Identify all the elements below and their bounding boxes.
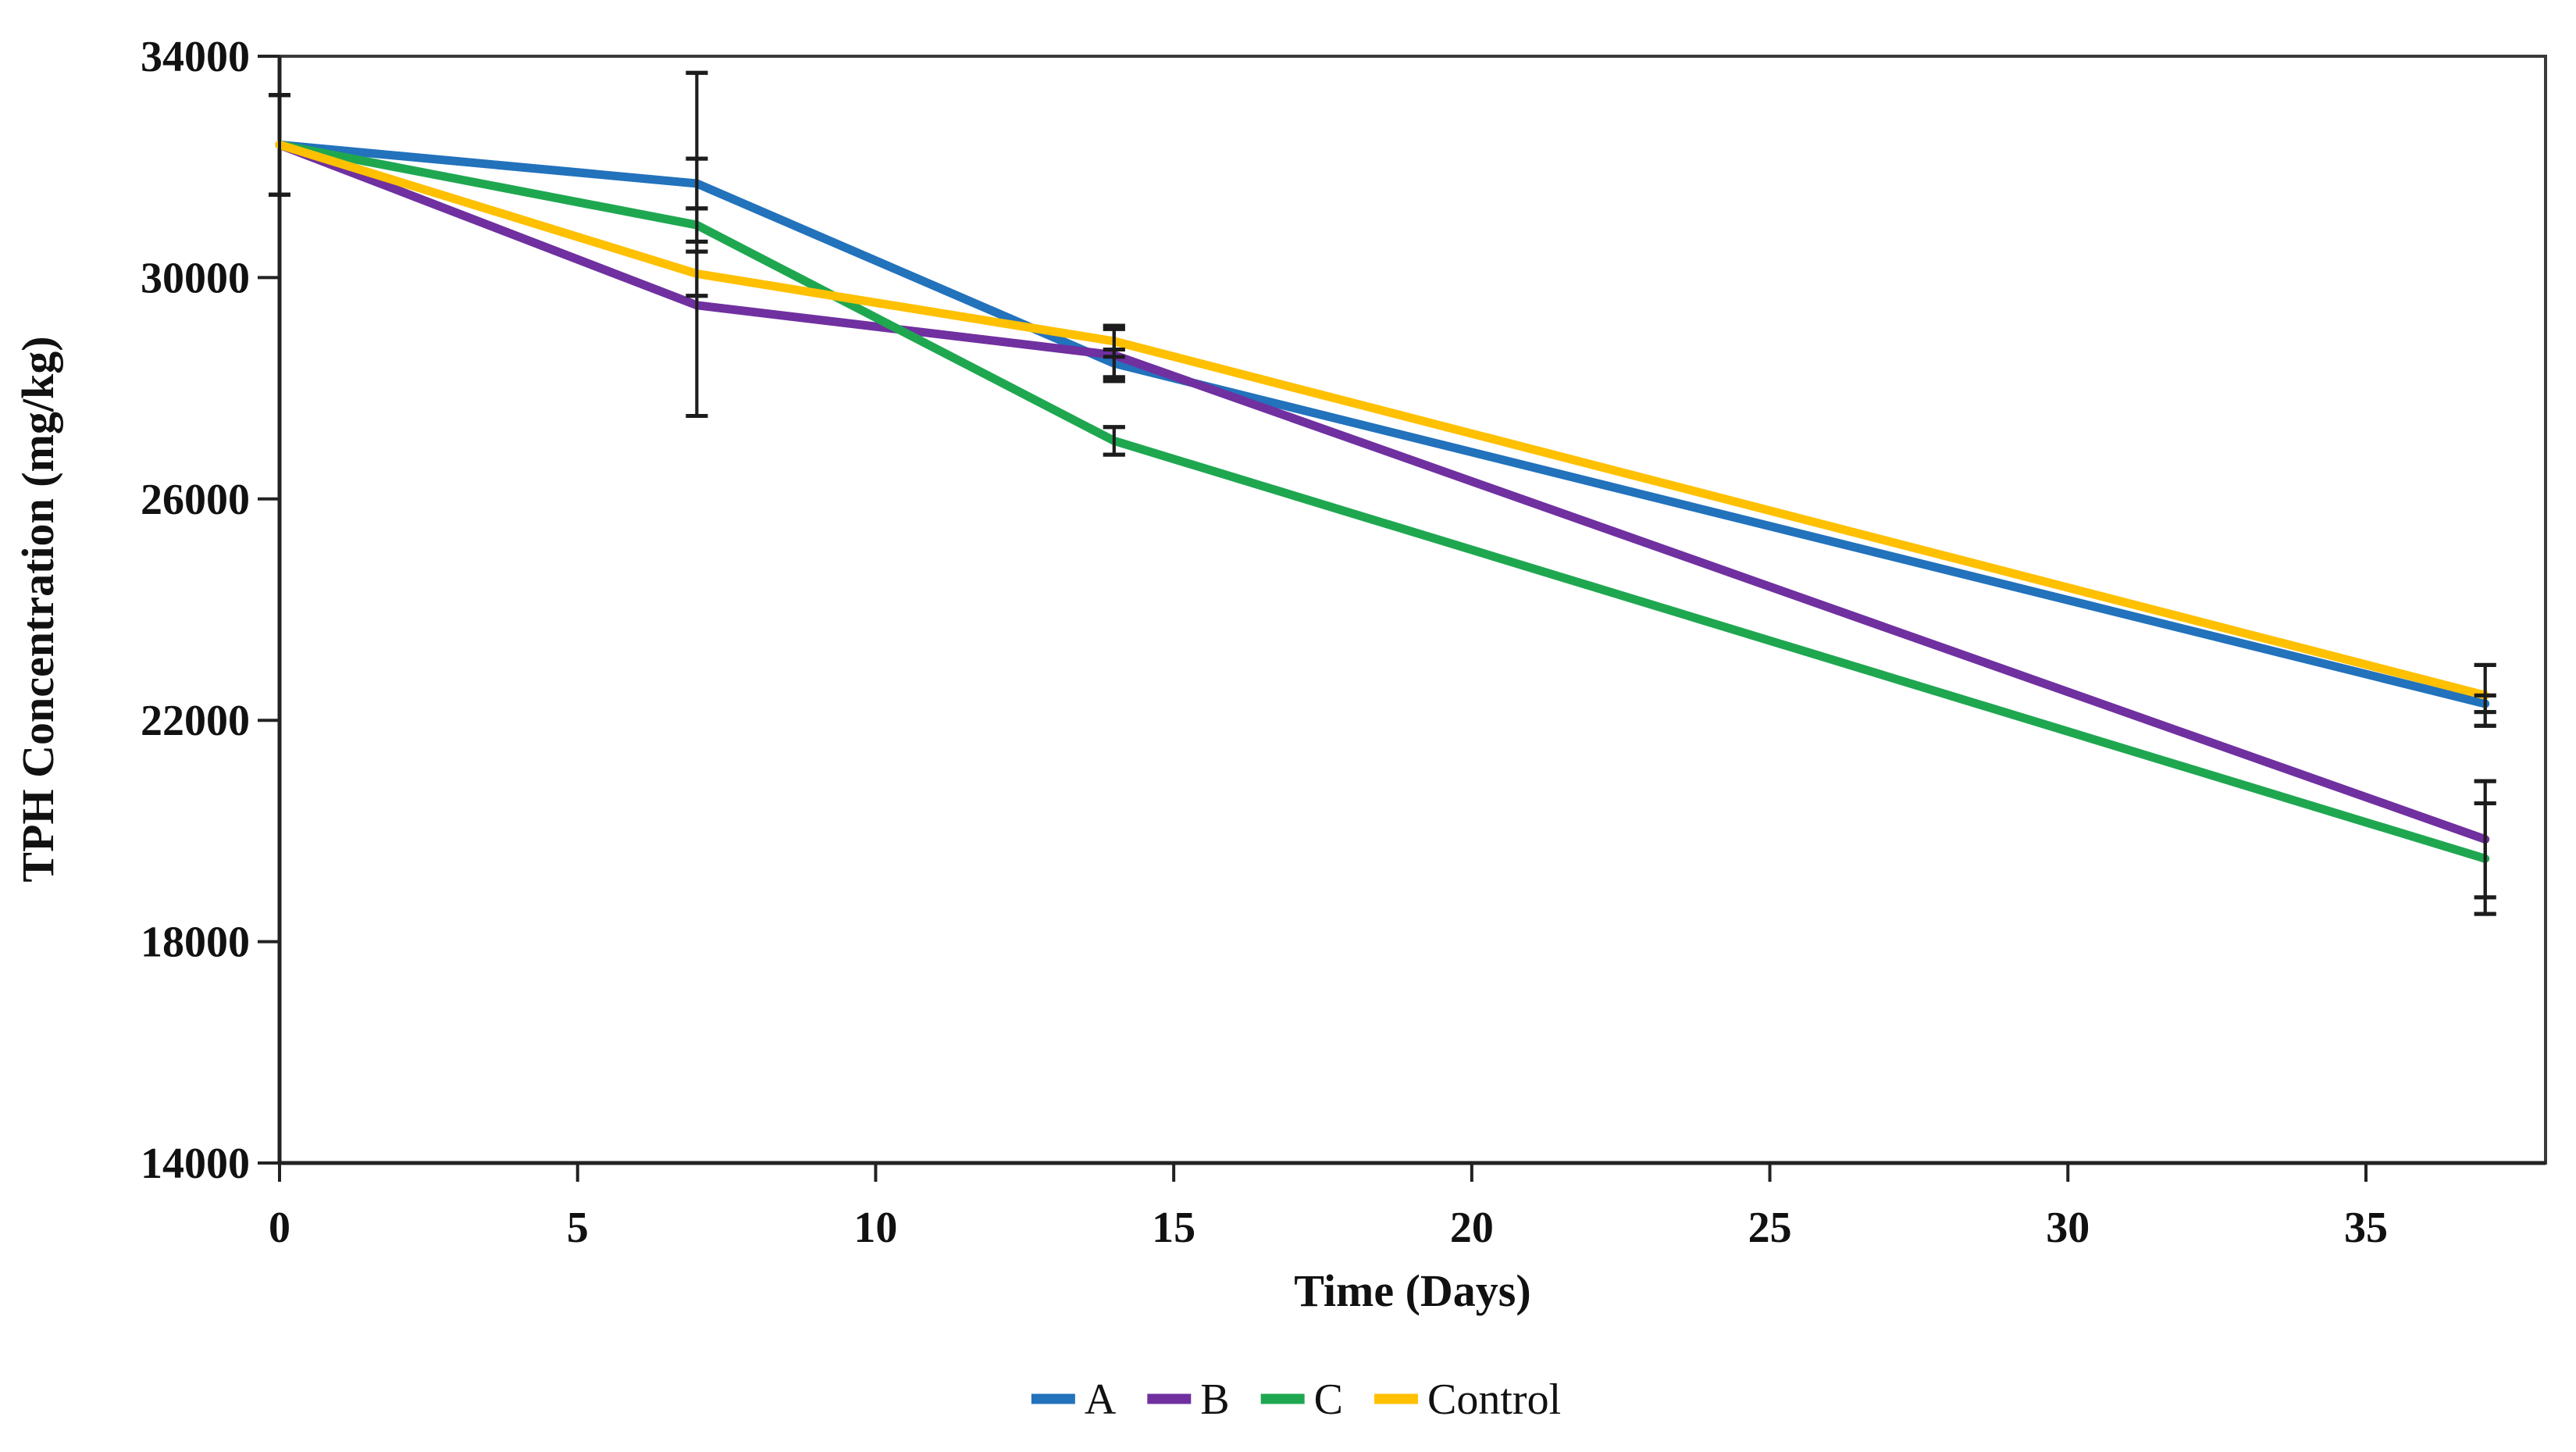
legend: A B C Control <box>1031 1375 1561 1424</box>
legend-item-B: B <box>1147 1375 1230 1424</box>
y-tick-label: 34000 <box>141 33 250 81</box>
series-line-C <box>275 140 2490 863</box>
legend-label: C <box>1314 1375 1343 1424</box>
error-bars <box>269 70 2496 916</box>
plot-area <box>278 55 2547 1165</box>
x-tick-label: 20 <box>1450 1204 1494 1252</box>
x-tick-label: 30 <box>2046 1204 2090 1252</box>
error-bars-B <box>269 70 2496 900</box>
error-bars-C <box>269 93 2496 916</box>
error-bars-C <box>269 93 2496 916</box>
legend-item-Control: Control <box>1374 1375 1561 1424</box>
plot-area-frame <box>277 55 2547 1165</box>
x-tick-label: 15 <box>1152 1204 1195 1252</box>
legend-label: A <box>1085 1375 1117 1424</box>
x-axis-title: Time (Days) <box>1294 1265 1530 1316</box>
y-tick-label: 26000 <box>141 476 250 524</box>
series-lines <box>275 140 2490 863</box>
x-tick-label: 25 <box>1748 1204 1792 1252</box>
axis-ticks: 14000 18000 22000 26000 30000 34000 0 5 10 15 20 25… <box>141 33 2388 1252</box>
legend-label: Control <box>1427 1375 1561 1424</box>
error-bars-B <box>269 70 2496 900</box>
y-axis-title: TPH Concentration (mg/kg) <box>12 336 63 882</box>
legend-item-C: C <box>1260 1375 1343 1424</box>
x-tick-label: 10 <box>853 1204 897 1252</box>
x-tick-label: 5 <box>567 1204 589 1252</box>
error-bars-Control <box>269 93 2496 728</box>
y-tick-label: 18000 <box>141 919 250 967</box>
y-tick-label: 30000 <box>141 254 250 302</box>
series-line-A <box>275 140 2490 708</box>
legend-label: B <box>1200 1375 1229 1424</box>
legend-item-A: A <box>1031 1375 1117 1424</box>
series-line-Control <box>275 140 2490 700</box>
y-tick-label: 22000 <box>141 697 250 745</box>
y-tick-label: 14000 <box>141 1140 250 1188</box>
error-bars <box>269 70 2496 916</box>
x-tick-label: 0 <box>269 1204 290 1252</box>
x-tick-label: 35 <box>2344 1204 2388 1252</box>
